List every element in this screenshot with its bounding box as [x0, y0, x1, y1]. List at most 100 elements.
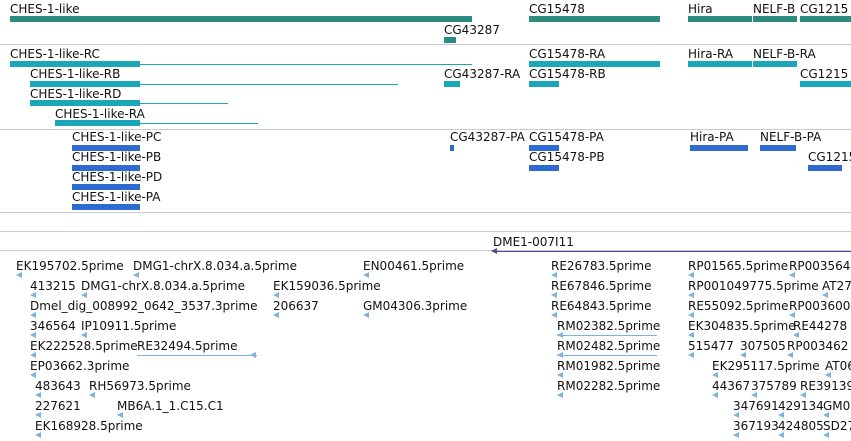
protein-cg43287-pa[interactable]: [450, 145, 454, 151]
est-label[interactable]: AT27: [822, 279, 851, 293]
est-span[interactable]: [557, 335, 657, 336]
rna-cg1215[interactable]: [800, 81, 851, 87]
est-label[interactable]: RP003564: [789, 259, 851, 273]
protein-label-ches1like-pc[interactable]: CHES-1-like-PC: [72, 130, 162, 144]
est-label[interactable]: RE44278: [793, 319, 848, 333]
protein-label-cg15478-pb[interactable]: CG15478-PB: [529, 150, 605, 164]
est-label[interactable]: EK195702.5prime: [16, 259, 124, 273]
est-label[interactable]: 227621: [35, 399, 81, 413]
gene-label-cg15478[interactable]: CG15478: [529, 2, 585, 16]
protein-ches1like-pc[interactable]: [72, 145, 140, 151]
protein-cg15478-pa[interactable]: [529, 145, 559, 151]
dme-label[interactable]: DME1-007I11: [493, 235, 574, 249]
protein-nelfb-pa[interactable]: [760, 145, 796, 151]
protein-label-hira-pa[interactable]: Hira-PA: [690, 130, 734, 144]
gene-label-hira[interactable]: Hira: [688, 2, 713, 16]
gene-hira[interactable]: [688, 16, 752, 22]
protein-cg1215[interactable]: [808, 165, 842, 171]
est-label[interactable]: RH56973.5prime: [89, 379, 191, 393]
gene-label-cg1215[interactable]: CG1215: [800, 2, 849, 16]
protein-label-ches1like-pa[interactable]: CHES-1-like-PA: [72, 190, 161, 204]
protein-label-cg1215[interactable]: CG1215: [808, 150, 851, 164]
gene-cg43287[interactable]: [444, 37, 456, 43]
est-label[interactable]: RP003462: [787, 339, 849, 353]
rna-ches1like-rb[interactable]: [30, 81, 140, 87]
est-label[interactable]: 413215: [30, 279, 76, 293]
gene-cg1215[interactable]: [800, 16, 851, 22]
rna-label-cg43287-ra[interactable]: CG43287-RA: [444, 67, 521, 81]
est-label[interactable]: RM02482.5prime: [557, 339, 661, 353]
est-label[interactable]: RP001049775.5prime: [688, 279, 819, 293]
est-label[interactable]: MB6A.1_1.C15.C1: [117, 399, 224, 413]
gene-ches1like[interactable]: [10, 16, 472, 22]
rna-label-cg1215[interactable]: CG1215: [800, 67, 849, 81]
est-label[interactable]: Dmel_dig_008992_0642_3537.3prime: [30, 299, 258, 313]
protein-label-cg43287-pa[interactable]: CG43287-PA: [450, 130, 525, 144]
est-label[interactable]: 515477: [688, 339, 734, 353]
gene-label-ches1like[interactable]: CHES-1-like: [10, 2, 80, 16]
est-label[interactable]: 44367: [712, 379, 751, 393]
est-label[interactable]: DMG1-chrX.8.034.a.5prime: [81, 279, 245, 293]
dme-line[interactable]: [492, 251, 851, 252]
rna-cg43287-ra[interactable]: [444, 81, 460, 87]
est-label[interactable]: 429134: [778, 399, 824, 413]
est-label[interactable]: 347691: [733, 399, 779, 413]
est-label[interactable]: GM04306.3prime: [363, 299, 468, 313]
est-label[interactable]: 483643: [35, 379, 81, 393]
est-label[interactable]: EK168928.5prime: [35, 419, 143, 433]
rna-label-ches1like-rb[interactable]: CHES-1-like-RB: [30, 67, 121, 81]
protein-ches1like-pd[interactable]: [72, 184, 140, 190]
rna-label-cg15478-rb[interactable]: CG15478-RB: [529, 67, 606, 81]
est-label[interactable]: IP10911.5prime: [81, 319, 177, 333]
est-label[interactable]: EP03662.3prime: [30, 359, 130, 373]
rna-cg15478-ra[interactable]: [529, 61, 660, 67]
est-label[interactable]: EK159036.5prime: [273, 279, 381, 293]
est-label[interactable]: EK304835.5prime: [688, 319, 796, 333]
est-label[interactable]: RE32494.5prime: [137, 339, 238, 353]
rna-label-ches1like-ra[interactable]: CHES-1-like-RA: [55, 107, 145, 121]
rna-ches1like-rc[interactable]: [10, 61, 140, 67]
gene-label-cg43287[interactable]: CG43287: [444, 23, 500, 37]
est-label[interactable]: 375789: [751, 379, 797, 393]
est-label[interactable]: GM0: [823, 399, 851, 413]
protein-cg15478-pb[interactable]: [529, 165, 559, 171]
est-span[interactable]: [557, 355, 657, 356]
gene-nelfb[interactable]: [753, 16, 797, 22]
rna-hira-ra[interactable]: [688, 61, 752, 67]
protein-label-nelfb-pa[interactable]: NELF-B-PA: [760, 130, 822, 144]
rna-ches1like-ra[interactable]: [55, 120, 140, 126]
est-label[interactable]: RM01982.5prime: [557, 359, 661, 373]
protein-label-cg15478-pa[interactable]: CG15478-PA: [529, 130, 604, 144]
est-label[interactable]: SD27: [823, 419, 851, 433]
est-label[interactable]: RP01565.5prime: [688, 259, 789, 273]
rna-label-ches1like-rc[interactable]: CHES-1-like-RC: [10, 47, 100, 61]
est-span[interactable]: [137, 355, 257, 356]
est-label[interactable]: DMG1-chrX.8.034.a.5prime: [133, 259, 297, 273]
rna-label-hira-ra[interactable]: Hira-RA: [688, 47, 734, 61]
protein-label-ches1like-pd[interactable]: CHES-1-like-PD: [72, 170, 163, 184]
protein-ches1like-pa[interactable]: [72, 204, 140, 210]
est-label[interactable]: 346564: [30, 319, 76, 333]
protein-ches1like-pb[interactable]: [72, 165, 140, 171]
protein-label-ches1like-pb[interactable]: CHES-1-like-PB: [72, 150, 162, 164]
rna-label-ches1like-rd[interactable]: CHES-1-like-RD: [30, 87, 122, 101]
est-label[interactable]: RE64843.5prime: [551, 299, 652, 313]
gene-cg15478[interactable]: [529, 16, 660, 22]
est-label[interactable]: RE26783.5prime: [551, 259, 652, 273]
est-label[interactable]: RP003600: [789, 299, 851, 313]
est-label[interactable]: 367193: [733, 419, 779, 433]
rna-nelfb-ra[interactable]: [753, 61, 797, 67]
rna-label-cg15478-ra[interactable]: CG15478-RA: [529, 47, 606, 61]
rna-cg15478-rb[interactable]: [529, 81, 559, 87]
gene-label-nelfb[interactable]: NELF-B: [753, 2, 796, 16]
est-label[interactable]: RE67846.5prime: [551, 279, 652, 293]
est-label[interactable]: EK222528.5prime: [30, 339, 138, 353]
rna-ches1like-rd[interactable]: [30, 100, 140, 106]
est-label[interactable]: EK295117.5prime: [712, 359, 820, 373]
est-label[interactable]: RM02382.5prime: [557, 319, 661, 333]
est-label[interactable]: AT06: [825, 359, 851, 373]
est-label[interactable]: 424805: [778, 419, 824, 433]
est-label[interactable]: EN00461.5prime: [363, 259, 465, 273]
est-label[interactable]: 307505: [740, 339, 786, 353]
est-label[interactable]: RE39139: [800, 379, 851, 393]
